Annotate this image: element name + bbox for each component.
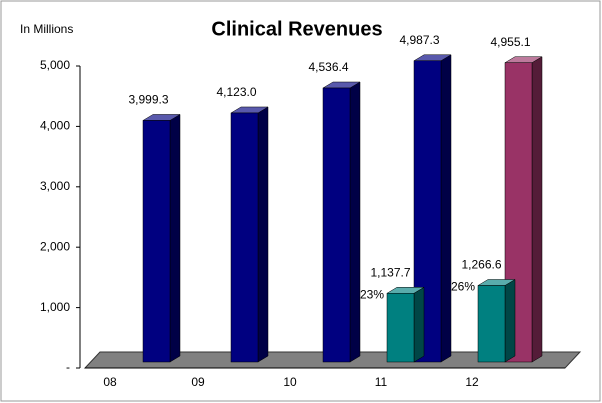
x-tick-label: 10 — [283, 375, 297, 389]
value-label: 1,266.6 — [461, 258, 501, 272]
chart-title: Clinical Revenues — [211, 18, 382, 40]
x-tick-label: 09 — [191, 375, 205, 389]
x-tick-label: 08 — [103, 375, 117, 389]
bar-side — [257, 106, 269, 363]
percent-label: 23% — [360, 287, 384, 301]
bar-side — [413, 286, 425, 363]
y-axis-label: In Millions — [20, 22, 73, 36]
bar-side — [504, 279, 516, 363]
bar-front — [322, 87, 351, 363]
bar — [386, 286, 425, 363]
x-tick-label: 11 — [375, 375, 388, 389]
bar-front — [386, 293, 415, 363]
bar — [230, 106, 269, 363]
value-label: 4,987.3 — [399, 33, 439, 47]
bar — [142, 114, 181, 363]
y-tick-label: 4,000 — [40, 119, 70, 133]
y-tick-label: 5,000 — [40, 58, 70, 72]
x-tick-label: 12 — [465, 375, 479, 389]
bar-side — [440, 54, 452, 363]
bar-front — [230, 112, 259, 363]
bar-side — [531, 56, 543, 363]
bar-side — [169, 114, 181, 363]
y-tick-label: 1,000 — [40, 300, 70, 314]
bar — [322, 81, 361, 363]
value-label: 3,999.3 — [128, 93, 168, 107]
bar-front — [477, 285, 506, 363]
percent-label: 26% — [451, 280, 475, 294]
y-tick-label: 2,000 — [40, 239, 70, 253]
value-label: 4,955.1 — [490, 35, 530, 49]
bar-front — [142, 120, 171, 363]
value-label: 4,536.4 — [308, 60, 348, 74]
value-label: 1,137.7 — [370, 265, 410, 279]
bar — [413, 54, 452, 363]
y-tick-label: 3,000 — [40, 179, 70, 193]
y-tick-label: - — [66, 360, 70, 374]
value-label: 4,123.0 — [216, 85, 256, 99]
bar — [477, 279, 516, 363]
bar-side — [349, 81, 361, 363]
